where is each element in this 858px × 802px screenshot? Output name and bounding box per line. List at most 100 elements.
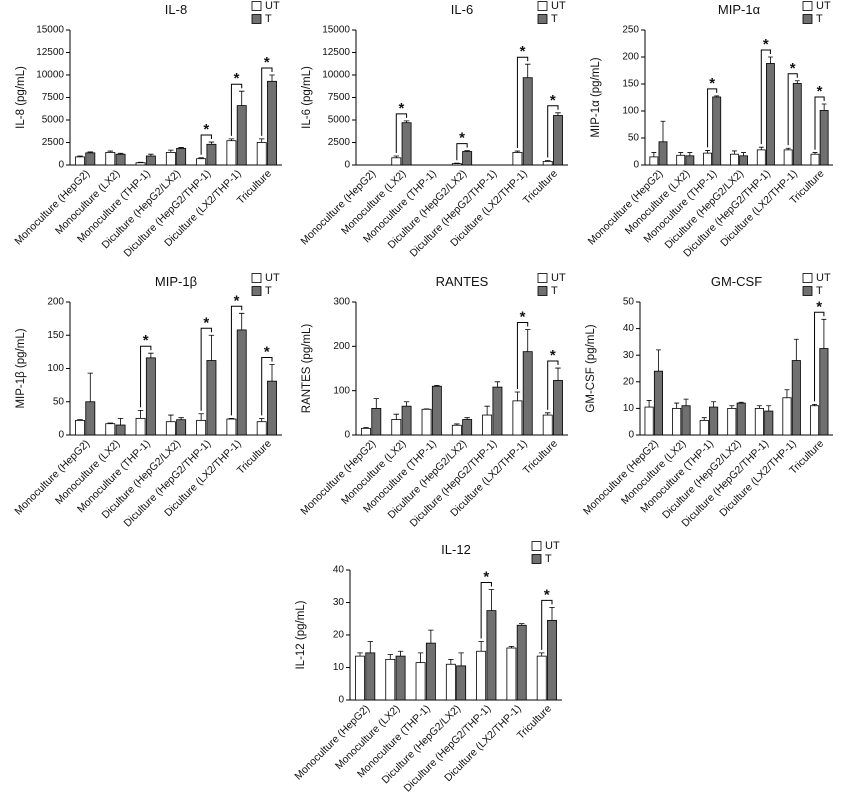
significance-label: * bbox=[399, 100, 405, 117]
error-bar bbox=[785, 147, 791, 150]
error-bar bbox=[646, 400, 652, 408]
error-bar bbox=[373, 398, 380, 409]
bar bbox=[649, 156, 659, 166]
bar bbox=[486, 610, 497, 701]
significance-bracket bbox=[547, 360, 559, 410]
legend-swatch bbox=[802, 1, 813, 11]
bar bbox=[516, 624, 527, 701]
error-bar bbox=[738, 401, 744, 404]
legend-label: T bbox=[816, 13, 823, 25]
significance-bracket bbox=[814, 96, 825, 150]
bar bbox=[115, 153, 126, 166]
error-bar bbox=[77, 419, 83, 421]
bar bbox=[709, 406, 719, 436]
error-bar bbox=[208, 334, 215, 361]
error-bar bbox=[403, 401, 410, 407]
bar bbox=[391, 419, 402, 436]
significance-bracket bbox=[261, 67, 273, 136]
error-bar bbox=[494, 381, 501, 388]
significance-bracket bbox=[707, 88, 718, 148]
legend-label: UT bbox=[265, 0, 280, 12]
legend-label: UT bbox=[551, 272, 566, 284]
y-tick-label: 0 bbox=[344, 430, 350, 441]
legend-label: UT bbox=[545, 540, 560, 552]
error-bar bbox=[544, 160, 551, 162]
error-bar bbox=[117, 152, 124, 155]
significance-bracket bbox=[140, 345, 152, 408]
error-bar bbox=[454, 423, 460, 426]
error-bar bbox=[729, 405, 735, 409]
error-bar bbox=[387, 654, 394, 660]
significance-bracket bbox=[456, 143, 468, 161]
chart-title: IL-12 bbox=[441, 542, 471, 557]
significance-label: * bbox=[763, 36, 769, 53]
error-bar bbox=[514, 150, 521, 153]
bar bbox=[522, 351, 533, 436]
y-tick-label: 40 bbox=[333, 565, 345, 576]
bar bbox=[196, 419, 207, 436]
y-tick-label: 40 bbox=[623, 323, 635, 334]
error-bar bbox=[478, 641, 484, 652]
bar bbox=[425, 642, 436, 701]
error-bar bbox=[678, 152, 684, 156]
error-bar bbox=[812, 152, 818, 155]
error-bar bbox=[178, 147, 184, 149]
significance-label: * bbox=[234, 70, 240, 87]
y-tick-label: 0 bbox=[633, 160, 639, 171]
bar bbox=[145, 155, 156, 166]
error-bar bbox=[168, 149, 174, 153]
legend-swatch bbox=[251, 14, 262, 24]
significance-bracket bbox=[814, 311, 825, 402]
bar bbox=[553, 115, 563, 166]
error-bar bbox=[812, 404, 818, 406]
significance-bracket bbox=[480, 582, 492, 639]
y-axis-label: IL-6 (pg/mL) bbox=[301, 66, 313, 129]
error-bar bbox=[363, 427, 369, 429]
error-bar bbox=[238, 90, 245, 106]
y-tick-label: 150 bbox=[622, 79, 639, 90]
bar bbox=[451, 163, 462, 166]
bar bbox=[176, 419, 187, 436]
y-tick-label: 12500 bbox=[36, 47, 64, 58]
bar bbox=[385, 658, 396, 701]
bar bbox=[206, 143, 217, 166]
error-bar bbox=[137, 409, 144, 419]
significance-bracket bbox=[541, 599, 553, 650]
error-bar bbox=[524, 329, 531, 352]
y-tick-label: 7500 bbox=[42, 92, 65, 103]
chart-title: MIP-1β bbox=[155, 274, 197, 289]
bar bbox=[391, 157, 402, 166]
bar bbox=[196, 158, 207, 166]
legend-swatch bbox=[251, 273, 262, 283]
bar bbox=[236, 329, 247, 436]
bar bbox=[727, 407, 737, 436]
y-tick-label: 10 bbox=[623, 403, 635, 414]
significance-label: * bbox=[264, 344, 270, 361]
bar bbox=[819, 110, 829, 166]
error-bar bbox=[458, 652, 464, 666]
significance-label: * bbox=[550, 92, 556, 109]
legend-swatch bbox=[531, 554, 542, 564]
y-axis-label: RANTES (pg/mL) bbox=[301, 324, 313, 414]
legend-label: T bbox=[551, 285, 558, 297]
bar bbox=[536, 655, 547, 701]
bar bbox=[754, 407, 764, 436]
bar bbox=[85, 401, 96, 436]
error-bar bbox=[148, 153, 154, 156]
bar bbox=[75, 419, 85, 436]
bar bbox=[676, 154, 686, 166]
error-bar bbox=[464, 150, 470, 152]
bar bbox=[165, 421, 176, 436]
error-bar bbox=[794, 80, 800, 84]
legend-label: T bbox=[816, 285, 823, 297]
error-bar bbox=[198, 157, 204, 159]
bar bbox=[145, 357, 156, 436]
bar bbox=[765, 63, 775, 166]
error-bar bbox=[258, 138, 265, 143]
error-bar bbox=[714, 95, 720, 97]
error-bar bbox=[269, 74, 275, 82]
significance-bracket bbox=[230, 83, 243, 136]
